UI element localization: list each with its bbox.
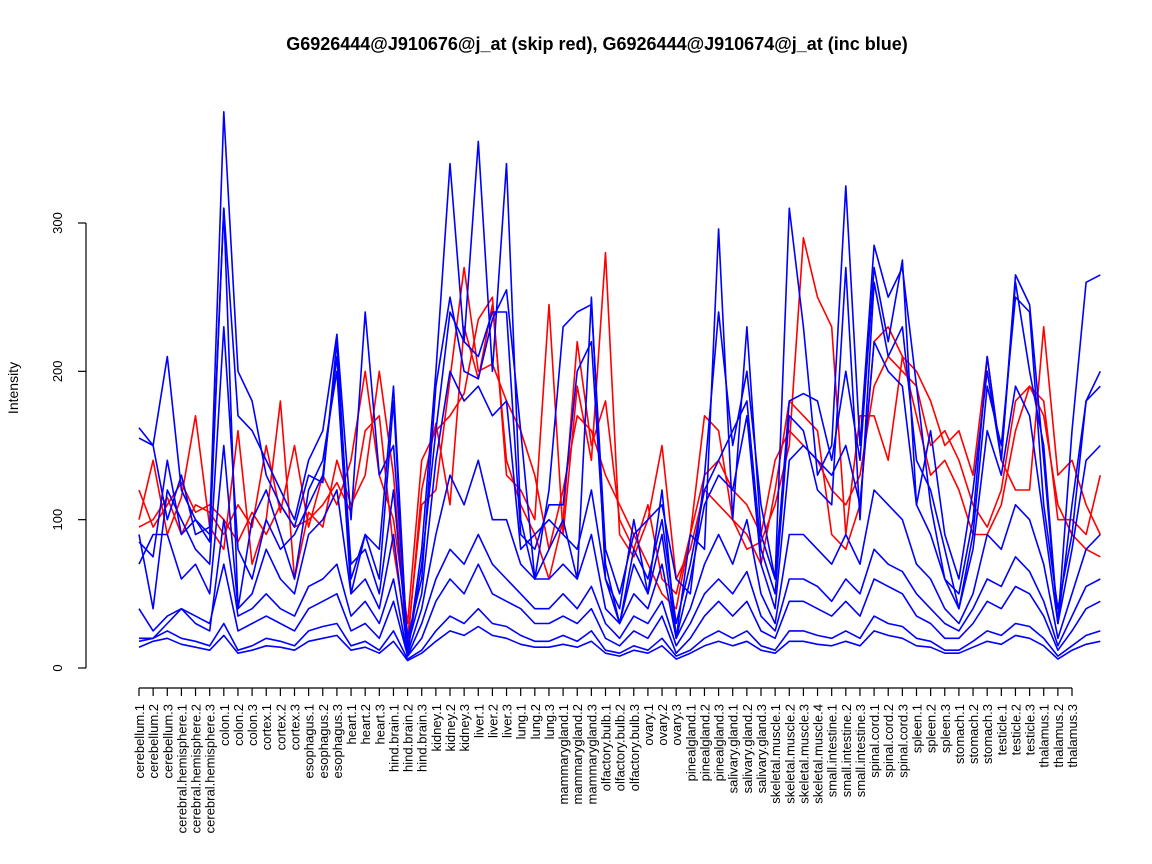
x-tick-label: salivary.gland.2: [740, 704, 755, 793]
x-tick-label: testicle.3: [1023, 704, 1038, 755]
x-tick-label: pinealgland.3: [712, 704, 727, 781]
x-tick-label: esophagus.2: [316, 704, 331, 778]
x-tick-label: skeletal.muscle.3: [796, 704, 811, 804]
x-tick-label: spleen.3: [938, 704, 953, 753]
x-tick-label: kidney.2: [443, 704, 458, 751]
x-tick-label: spleen.2: [924, 704, 939, 753]
series-line-inc-5: [138, 444, 1101, 655]
x-tick-label: lung.1: [514, 704, 529, 739]
x-tick-label: salivary.gland.1: [726, 704, 741, 793]
y-tick-label: 200: [50, 360, 65, 382]
x-tick-label: spinal.cord.3: [895, 704, 910, 778]
x-tick-label: pinealgland.1: [683, 704, 698, 781]
x-tick-label: kidney.3: [457, 704, 472, 751]
x-tick-label: cortex.3: [288, 704, 303, 750]
series-line-inc-8: [138, 607, 1101, 660]
y-axis-label: Intensity: [5, 362, 21, 414]
x-tick-label: olfactory.bulb.2: [613, 704, 628, 791]
x-tick-label: spleen.1: [910, 704, 925, 753]
x-tick-label: cerebellum.1: [132, 704, 147, 778]
x-tick-label: mammarygland.2: [570, 704, 585, 804]
x-tick-label: cerebral.hemisphere.1: [174, 704, 189, 833]
x-tick-label: spinal.cord.2: [881, 704, 896, 778]
y-tick-label: 100: [50, 509, 65, 531]
x-tick-label: skeletal.muscle.4: [811, 704, 826, 804]
x-tick-label: small.intestine.2: [839, 704, 854, 797]
x-tick-label: ovary.2: [655, 704, 670, 746]
x-tick-label: small.intestine.1: [825, 704, 840, 797]
x-axis: cerebellum.1 cerebellum.2 cerebellum.3 cere…: [132, 687, 1080, 833]
x-tick-label: olfactory.bulb.3: [627, 704, 642, 791]
series-line-inc-2: [138, 207, 1102, 640]
x-tick-label: colon.2: [231, 704, 246, 746]
x-tick-label: cerebral.hemisphere.3: [203, 704, 218, 833]
x-tick-label: liver.2: [485, 704, 500, 738]
x-tick-label: hind.brain.2: [401, 704, 416, 772]
x-tick-label: stomach.1: [952, 704, 967, 764]
y-tick-label: 0: [50, 664, 65, 671]
x-tick-label: small.intestine.3: [853, 704, 868, 797]
x-tick-label: cerebellum.3: [160, 704, 175, 778]
x-tick-label: thalamus.2: [1051, 704, 1066, 768]
x-tick-label: esophagus.3: [330, 704, 345, 778]
x-tick-label: cortex.2: [273, 704, 288, 750]
x-tick-label: stomach.2: [966, 704, 981, 764]
series-line-skip-3: [138, 237, 1102, 625]
x-tick-label: stomach.3: [980, 704, 995, 764]
chart-title: G6926444@J910676@j_at (skip red), G69264…: [286, 34, 908, 54]
x-tick-label: skeletal.muscle.1: [768, 704, 783, 804]
x-tick-label: spinal.cord.1: [867, 704, 882, 778]
x-tick-label: testicle.2: [1008, 704, 1023, 755]
x-tick-label: colon.3: [245, 704, 260, 746]
x-tick-label: liver.3: [500, 704, 515, 738]
x-tick-label: cortex.1: [259, 704, 274, 750]
x-tick-label: heart.1: [344, 704, 359, 744]
x-tick-label: colon.1: [217, 704, 232, 746]
x-tick-label: heart.2: [358, 704, 373, 744]
x-tick-label: skeletal.muscle.2: [782, 704, 797, 804]
x-tick-label: hind.brain.1: [386, 704, 401, 772]
x-tick-label: testicle.1: [994, 704, 1009, 755]
x-tick-label: ovary.1: [641, 704, 656, 746]
x-tick-label: esophagus.1: [302, 704, 317, 778]
x-tick-label: ovary.3: [669, 704, 684, 746]
series-line-inc-9: [138, 625, 1101, 662]
x-tick-label: hind.brain.3: [415, 704, 430, 772]
x-tick-label: thalamus.1: [1037, 704, 1052, 768]
x-tick-label: liver.1: [471, 704, 486, 738]
series-line-inc-7: [139, 563, 1101, 657]
x-tick-label: kidney.1: [429, 704, 444, 751]
x-tick-label: salivary.gland.3: [754, 704, 769, 793]
x-tick-label: thalamus.3: [1065, 704, 1080, 768]
x-tick-label: lung.2: [528, 704, 543, 739]
series-line-inc-1: [138, 111, 1101, 655]
x-tick-label: mammarygland.3: [584, 704, 599, 804]
x-tick-label: mammarygland.1: [556, 704, 571, 804]
series-line-inc-6: [138, 518, 1101, 657]
x-tick-label: pinealgland.2: [697, 704, 712, 781]
y-tick-label: 300: [50, 212, 65, 234]
x-tick-label: heart.3: [372, 704, 387, 744]
x-tick-label: cerebellum.2: [146, 704, 161, 778]
series-lines: [138, 111, 1102, 662]
x-tick-label: cerebral.hemisphere.2: [189, 704, 204, 833]
x-tick-label: olfactory.bulb.1: [599, 704, 614, 791]
y-axis: 0 100 200 300: [50, 212, 87, 672]
x-tick-label: lung.3: [542, 704, 557, 739]
